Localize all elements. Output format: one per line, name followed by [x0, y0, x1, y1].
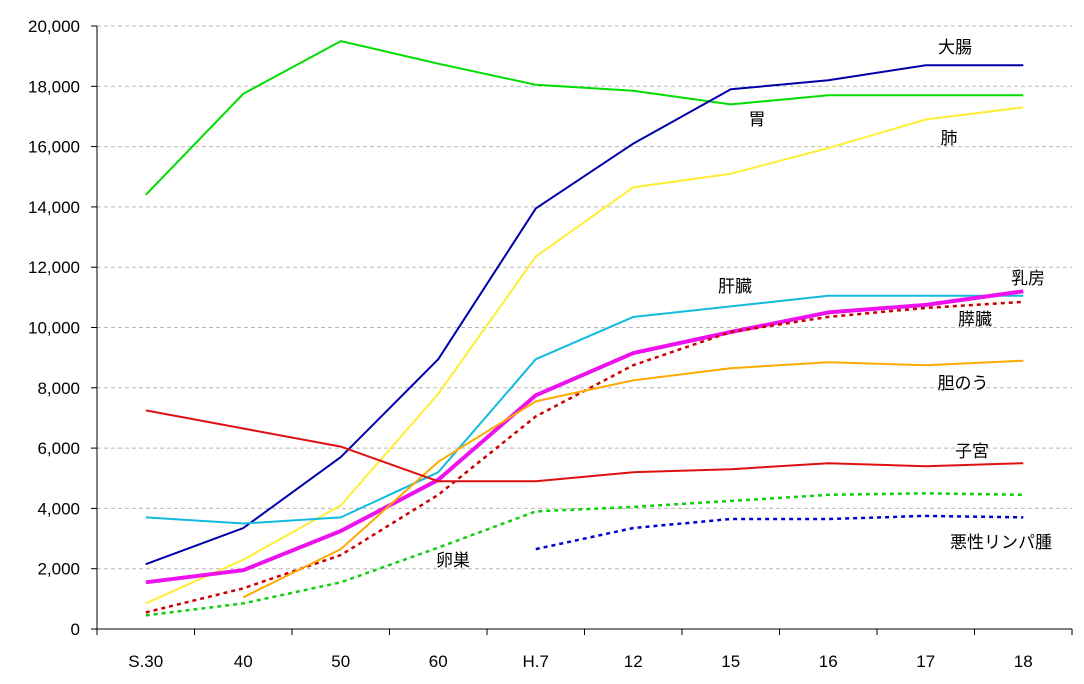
- y-tick-label: 10,000: [28, 319, 80, 338]
- y-tick-label: 20,000: [28, 17, 80, 36]
- x-tick-label: 16: [819, 652, 838, 671]
- series-label: 膵臓: [958, 310, 992, 330]
- series-line: [145, 300, 1024, 614]
- x-tick-label: 60: [429, 652, 448, 671]
- series-line: [145, 64, 1024, 566]
- series-label: 胃: [749, 110, 766, 130]
- series-line: [145, 289, 1024, 585]
- series-line: [535, 514, 1024, 551]
- series-line: [145, 106, 1024, 605]
- y-tick-label: 4,000: [37, 499, 80, 518]
- y-tick-label: 14,000: [28, 198, 80, 217]
- x-tick-label: 40: [234, 652, 253, 671]
- series-label: 乳房: [1011, 269, 1045, 289]
- series-label: 悪性リンパ腫: [950, 533, 1052, 553]
- series-line: [145, 40, 1024, 196]
- series-label: 大腸: [938, 38, 972, 58]
- series-line: [145, 294, 1024, 525]
- y-tick-label: 18,000: [28, 77, 80, 96]
- y-tick-label: 16,000: [28, 138, 80, 157]
- series-line: [242, 359, 1024, 599]
- y-tick-label: 2,000: [37, 560, 80, 579]
- y-tick-label: 0: [71, 620, 80, 639]
- series-label: 卵巣: [436, 551, 470, 571]
- x-tick-label: S.30: [128, 652, 163, 671]
- series-label: 子宮: [955, 442, 989, 462]
- x-tick-label: 50: [331, 652, 350, 671]
- axes: 0 2,000 4,000 6,000 8,000 10,000 12,000 14,000 1…: [28, 17, 1073, 671]
- x-tick-label: 17: [916, 652, 935, 671]
- series-line: [145, 409, 1024, 483]
- y-tick-label: 12,000: [28, 258, 80, 277]
- series-lines: [145, 40, 1024, 617]
- x-tick-label: H.7: [523, 652, 549, 671]
- series-label: 胆のう: [938, 374, 989, 394]
- series-label: 肝臓: [718, 277, 752, 297]
- series-line: [145, 492, 1024, 617]
- y-tick-label: 6,000: [37, 439, 80, 458]
- gridlines: [97, 25, 1072, 570]
- y-tick-label: 8,000: [37, 379, 80, 398]
- series-label: 肺: [941, 129, 958, 149]
- x-tick-label: 12: [624, 652, 643, 671]
- x-tick-label: 15: [721, 652, 740, 671]
- x-tick-label: 18: [1014, 652, 1033, 671]
